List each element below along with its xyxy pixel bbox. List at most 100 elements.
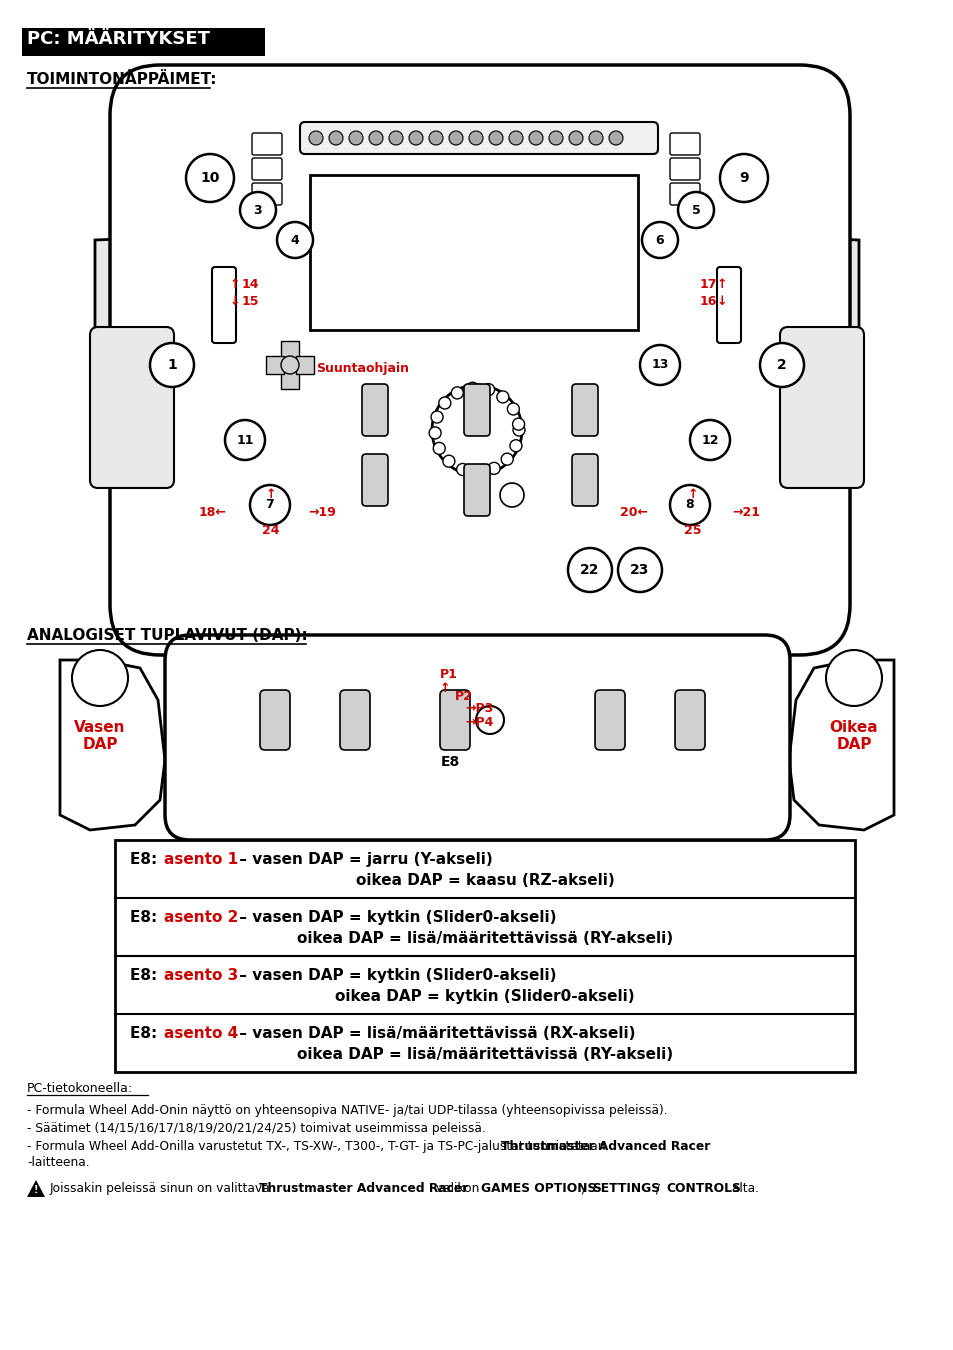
FancyBboxPatch shape <box>669 184 700 205</box>
Circle shape <box>429 427 440 439</box>
Circle shape <box>466 382 478 394</box>
FancyBboxPatch shape <box>299 122 658 154</box>
Circle shape <box>469 131 482 144</box>
Circle shape <box>409 131 422 144</box>
Text: alta.: alta. <box>727 1183 759 1195</box>
FancyBboxPatch shape <box>361 454 388 506</box>
Polygon shape <box>27 1180 45 1197</box>
Text: – vasen DAP = jarru (Y-akseli): – vasen DAP = jarru (Y-akseli) <box>233 852 493 867</box>
Text: E8:: E8: <box>130 910 162 925</box>
Polygon shape <box>788 660 893 830</box>
FancyBboxPatch shape <box>110 65 849 655</box>
Circle shape <box>507 404 518 414</box>
Circle shape <box>500 454 513 466</box>
Polygon shape <box>60 660 165 830</box>
Text: – vasen DAP = lisä/määritettävissä (RX-akseli): – vasen DAP = lisä/määritettävissä (RX-a… <box>233 1026 635 1041</box>
FancyBboxPatch shape <box>252 158 282 180</box>
FancyBboxPatch shape <box>339 690 370 751</box>
Text: - Säätimet (14/15/16/17/18/19/20/21/24/25) toimivat useimmissa peleissä.: - Säätimet (14/15/16/17/18/19/20/21/24/2… <box>27 1122 485 1135</box>
Text: Oikea
DAP: Oikea DAP <box>829 720 878 752</box>
Text: ↓: ↓ <box>230 296 240 308</box>
Text: 25: 25 <box>683 524 701 536</box>
Text: – vasen DAP = kytkin (Slider0-akseli): – vasen DAP = kytkin (Slider0-akseli) <box>233 968 556 983</box>
Text: P2: P2 <box>455 690 473 703</box>
Circle shape <box>281 356 298 374</box>
FancyBboxPatch shape <box>675 690 704 751</box>
Text: Joissakin peleissä sinun on valittava: Joissakin peleissä sinun on valittava <box>50 1183 274 1195</box>
Text: GAMES OPTIONS: GAMES OPTIONS <box>480 1183 596 1195</box>
Circle shape <box>509 131 522 144</box>
Circle shape <box>689 420 729 460</box>
Text: 9: 9 <box>739 171 748 185</box>
Text: 1: 1 <box>167 358 176 373</box>
Circle shape <box>488 462 499 474</box>
Text: PC-tietokoneella:: PC-tietokoneella: <box>27 1081 133 1095</box>
Circle shape <box>825 649 882 706</box>
Text: 10: 10 <box>200 171 219 185</box>
Circle shape <box>429 131 442 144</box>
Circle shape <box>669 485 709 525</box>
Text: ↓: ↓ <box>717 296 727 308</box>
Text: 12: 12 <box>700 433 718 447</box>
FancyBboxPatch shape <box>165 634 789 840</box>
FancyBboxPatch shape <box>595 690 624 751</box>
Text: !: ! <box>33 1185 38 1195</box>
Circle shape <box>150 343 193 387</box>
Circle shape <box>442 455 455 467</box>
Text: – vasen DAP = kytkin (Slider0-akseli): – vasen DAP = kytkin (Slider0-akseli) <box>233 910 556 925</box>
Text: valikon: valikon <box>432 1183 483 1195</box>
Text: ↑: ↑ <box>266 489 276 501</box>
Text: asento 2: asento 2 <box>164 910 238 925</box>
Circle shape <box>476 706 503 734</box>
Bar <box>266 356 284 374</box>
Text: P1: P1 <box>439 668 457 680</box>
Text: 4: 4 <box>291 234 299 247</box>
Circle shape <box>225 420 265 460</box>
Circle shape <box>568 131 582 144</box>
Text: Vasen
DAP: Vasen DAP <box>74 720 126 752</box>
Circle shape <box>432 385 521 475</box>
Circle shape <box>329 131 343 144</box>
Text: →21: →21 <box>731 506 760 520</box>
Bar <box>22 28 265 55</box>
Text: →P4: →P4 <box>464 716 493 729</box>
Circle shape <box>482 383 494 396</box>
Circle shape <box>389 131 402 144</box>
Circle shape <box>510 440 521 452</box>
Circle shape <box>433 443 445 455</box>
Text: 3: 3 <box>253 204 262 216</box>
Text: →19: →19 <box>308 506 335 520</box>
FancyBboxPatch shape <box>780 327 863 487</box>
Circle shape <box>449 131 462 144</box>
Text: ANALOGISET TUPLAVIVUT (DAP):: ANALOGISET TUPLAVIVUT (DAP): <box>27 628 308 643</box>
Text: ↑: ↑ <box>687 489 698 501</box>
Text: 24: 24 <box>262 524 279 536</box>
Circle shape <box>641 221 678 258</box>
FancyBboxPatch shape <box>90 327 173 487</box>
Text: 13: 13 <box>651 359 668 371</box>
Circle shape <box>497 392 508 402</box>
Text: PC: MÄÄRITYKSET: PC: MÄÄRITYKSET <box>27 30 210 49</box>
Text: E8: E8 <box>440 755 459 770</box>
Text: 6: 6 <box>655 234 663 247</box>
Circle shape <box>71 649 128 706</box>
Text: E8:: E8: <box>130 852 162 867</box>
Text: Thrustmaster Advanced Racer: Thrustmaster Advanced Racer <box>258 1183 468 1195</box>
Text: 22: 22 <box>579 563 599 576</box>
Text: 15: 15 <box>242 296 259 308</box>
Bar <box>281 342 298 359</box>
Circle shape <box>349 131 363 144</box>
Circle shape <box>499 483 523 508</box>
Bar <box>281 371 298 389</box>
FancyBboxPatch shape <box>669 158 700 180</box>
FancyBboxPatch shape <box>572 454 598 506</box>
Text: SETTINGS: SETTINGS <box>592 1183 659 1195</box>
Circle shape <box>529 131 542 144</box>
Bar <box>295 356 314 374</box>
Circle shape <box>276 221 313 258</box>
Circle shape <box>608 131 622 144</box>
Circle shape <box>760 343 803 387</box>
FancyBboxPatch shape <box>717 267 740 343</box>
Text: ↑: ↑ <box>230 278 240 292</box>
Text: 11: 11 <box>236 433 253 447</box>
